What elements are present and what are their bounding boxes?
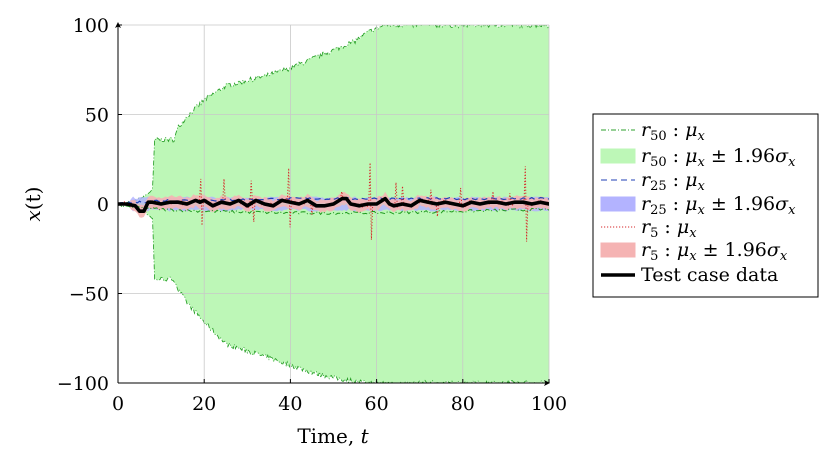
y-tick-label: 0 [97,194,109,216]
line-r25-mean [118,196,549,206]
x-tick-label: 40 [278,393,302,415]
legend-swatch [600,242,636,258]
y-tick-label: 100 [73,15,109,37]
x-tick-label: 0 [112,393,124,415]
legend-label: r5 : μx ± 1.96σx [641,239,788,264]
legend-label: r50 : μx [641,119,705,144]
legend-label: r50 : μx ± 1.96σx [641,145,796,170]
legend-label: r25 : μx ± 1.96σx [641,193,796,218]
x-axis-label-text: Time, [297,424,360,448]
x-axis-arrow [544,380,550,386]
x-tick-label: 100 [531,393,567,415]
y-axis-label: x(t) [21,187,45,222]
y-tick-label: −100 [57,373,109,395]
band-r50-upper-edge [118,25,549,206]
y-axis-label-paren: (t) [21,187,45,211]
line-test-case-data [118,196,549,213]
band-r50-lower-edge [118,202,549,383]
legend-label: Test case data [641,264,778,286]
y-tick-label: 50 [85,105,109,127]
line-r50-mean [118,203,549,216]
x-tick-label: 60 [365,393,389,415]
x-axis-label-var: t [361,424,370,448]
legend-label: r25 : μx [641,169,705,194]
x-tick-label: 80 [451,393,475,415]
legend-swatch [600,148,636,164]
x-tick-label: 20 [192,393,216,415]
legend-label: r5 : μx [641,216,697,241]
x-axis-label: Time, t [297,424,369,448]
y-axis-label-text: x [21,210,45,221]
legend-swatch [600,196,636,212]
y-tick-label: −50 [69,284,109,306]
